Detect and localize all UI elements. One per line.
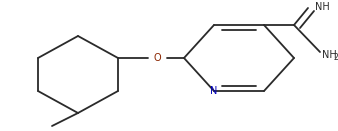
Text: N: N — [210, 86, 218, 96]
Text: NH: NH — [322, 50, 337, 60]
Text: 2: 2 — [334, 53, 338, 62]
Text: O: O — [153, 53, 161, 63]
Text: NH: NH — [315, 2, 330, 12]
